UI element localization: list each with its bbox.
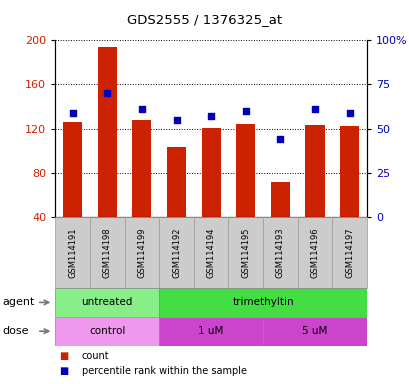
- Point: [69, 110, 76, 116]
- Point: [311, 106, 317, 112]
- Bar: [132, 120, 151, 217]
- Text: GSM114194: GSM114194: [206, 227, 215, 278]
- Text: count: count: [82, 351, 109, 361]
- Text: control: control: [89, 326, 125, 336]
- Text: GSM114191: GSM114191: [68, 227, 77, 278]
- Text: agent: agent: [2, 297, 34, 308]
- Point: [276, 136, 283, 142]
- Bar: [236, 124, 255, 217]
- Text: GSM114196: GSM114196: [310, 227, 319, 278]
- Point: [104, 90, 110, 96]
- Text: ■: ■: [59, 351, 69, 361]
- FancyBboxPatch shape: [332, 217, 366, 288]
- Bar: [63, 122, 82, 217]
- Text: 5 uM: 5 uM: [301, 326, 327, 336]
- FancyBboxPatch shape: [228, 217, 263, 288]
- Text: GSM114198: GSM114198: [103, 227, 112, 278]
- Point: [346, 110, 352, 116]
- FancyBboxPatch shape: [55, 288, 159, 317]
- Text: GSM114193: GSM114193: [275, 227, 284, 278]
- FancyBboxPatch shape: [263, 217, 297, 288]
- Text: GSM114192: GSM114192: [172, 227, 181, 278]
- FancyBboxPatch shape: [55, 217, 90, 288]
- FancyBboxPatch shape: [124, 217, 159, 288]
- Text: GSM114197: GSM114197: [344, 227, 353, 278]
- Bar: [305, 125, 324, 217]
- Text: percentile rank within the sample: percentile rank within the sample: [82, 366, 246, 376]
- Bar: [201, 127, 220, 217]
- Text: dose: dose: [2, 326, 29, 336]
- Text: 1 uM: 1 uM: [198, 326, 223, 336]
- Bar: [166, 147, 186, 217]
- Point: [207, 113, 214, 119]
- Bar: [270, 182, 289, 217]
- FancyBboxPatch shape: [55, 317, 159, 346]
- FancyBboxPatch shape: [159, 317, 263, 346]
- Point: [138, 106, 145, 112]
- Text: GDS2555 / 1376325_at: GDS2555 / 1376325_at: [127, 13, 282, 26]
- FancyBboxPatch shape: [90, 217, 124, 288]
- Bar: [339, 126, 358, 217]
- Point: [242, 108, 248, 114]
- Text: GSM114195: GSM114195: [240, 227, 249, 278]
- Bar: [97, 47, 117, 217]
- Text: trimethyltin: trimethyltin: [232, 297, 293, 308]
- FancyBboxPatch shape: [159, 288, 366, 317]
- Point: [173, 117, 180, 123]
- Text: untreated: untreated: [81, 297, 133, 308]
- FancyBboxPatch shape: [193, 217, 228, 288]
- FancyBboxPatch shape: [263, 317, 366, 346]
- Text: ■: ■: [59, 366, 69, 376]
- FancyBboxPatch shape: [159, 217, 193, 288]
- Text: GSM114199: GSM114199: [137, 227, 146, 278]
- FancyBboxPatch shape: [297, 217, 332, 288]
